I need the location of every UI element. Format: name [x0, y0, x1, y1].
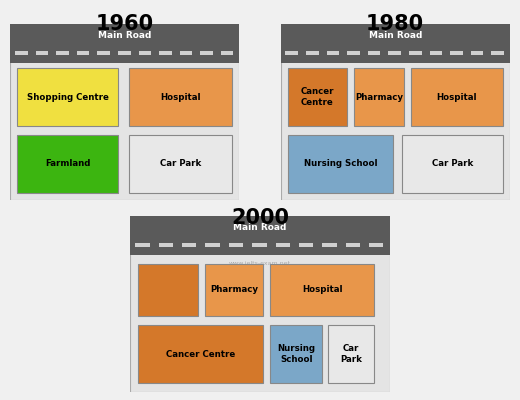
- Bar: [205, 264, 263, 316]
- Bar: [409, 50, 422, 55]
- Bar: [411, 68, 503, 126]
- Bar: [347, 50, 360, 55]
- Bar: [138, 50, 151, 55]
- Bar: [281, 24, 510, 63]
- Text: 2000: 2000: [231, 208, 289, 228]
- Bar: [17, 135, 118, 193]
- Bar: [159, 242, 173, 247]
- Bar: [17, 68, 118, 126]
- Bar: [450, 50, 463, 55]
- Bar: [346, 242, 360, 247]
- Bar: [252, 242, 267, 247]
- Bar: [285, 50, 298, 55]
- Bar: [221, 50, 233, 55]
- Bar: [129, 135, 232, 193]
- Bar: [56, 50, 69, 55]
- Bar: [276, 242, 290, 247]
- Bar: [322, 242, 337, 247]
- Bar: [288, 68, 347, 126]
- Bar: [270, 325, 322, 383]
- Bar: [306, 50, 319, 55]
- Text: www.ielts-exam.net: www.ielts-exam.net: [229, 261, 291, 266]
- Text: Car Park: Car Park: [160, 160, 202, 168]
- Bar: [270, 264, 374, 316]
- Text: 1960: 1960: [96, 14, 154, 34]
- Bar: [118, 50, 131, 55]
- Text: Pharmacy: Pharmacy: [210, 286, 258, 294]
- Bar: [354, 68, 405, 126]
- Bar: [138, 325, 263, 383]
- Bar: [35, 50, 48, 55]
- Text: Main Road: Main Road: [233, 223, 287, 232]
- Bar: [129, 68, 232, 126]
- Bar: [10, 24, 239, 63]
- Text: Main Road: Main Road: [98, 31, 151, 40]
- Text: Nursing School: Nursing School: [304, 160, 377, 168]
- Bar: [368, 50, 380, 55]
- Bar: [369, 242, 383, 247]
- Bar: [388, 50, 401, 55]
- Text: Car
Park: Car Park: [340, 344, 362, 364]
- Bar: [180, 50, 192, 55]
- Text: Hospital: Hospital: [161, 92, 201, 102]
- Bar: [200, 50, 213, 55]
- Bar: [288, 135, 393, 193]
- Text: Car Park: Car Park: [432, 160, 473, 168]
- Bar: [402, 135, 503, 193]
- Bar: [327, 50, 339, 55]
- Bar: [97, 50, 110, 55]
- Text: Cancer Centre: Cancer Centre: [165, 350, 235, 359]
- Bar: [229, 242, 243, 247]
- Bar: [77, 50, 89, 55]
- Text: Pharmacy: Pharmacy: [355, 92, 403, 102]
- Text: Main Road: Main Road: [369, 31, 422, 40]
- Bar: [430, 50, 442, 55]
- Text: Nursing
School: Nursing School: [277, 344, 316, 364]
- Bar: [471, 50, 483, 55]
- Bar: [299, 242, 313, 247]
- Text: Hospital: Hospital: [302, 286, 343, 294]
- Text: Cancer
Centre: Cancer Centre: [301, 87, 334, 107]
- Bar: [130, 216, 390, 255]
- Bar: [491, 50, 504, 55]
- Bar: [135, 242, 150, 247]
- Text: Shopping Centre: Shopping Centre: [27, 92, 109, 102]
- Bar: [182, 242, 197, 247]
- Text: 1980: 1980: [366, 14, 424, 34]
- Bar: [328, 325, 374, 383]
- Bar: [159, 50, 172, 55]
- Text: Farmland: Farmland: [45, 160, 90, 168]
- Bar: [205, 242, 220, 247]
- Text: Hospital: Hospital: [437, 92, 477, 102]
- Bar: [138, 264, 198, 316]
- Bar: [15, 50, 28, 55]
